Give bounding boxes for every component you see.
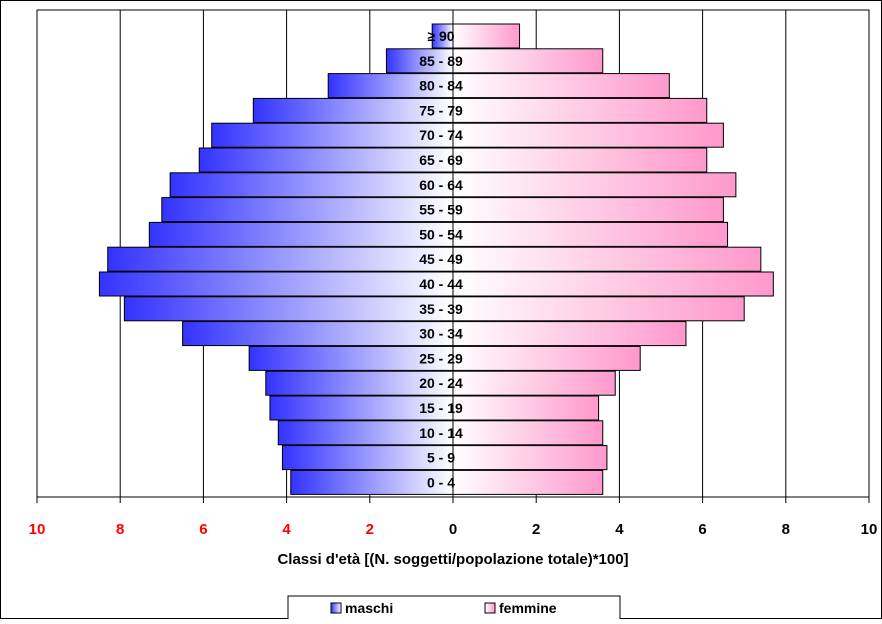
bar-maschi-5 (248, 345, 454, 371)
category-label-17: 85 - 89 (419, 53, 463, 69)
category-label-18: ≥ 90 (427, 28, 454, 44)
bar-femmine-6 (452, 321, 687, 347)
x-tick-label-3: 4 (282, 521, 291, 538)
bar-femmine-5 (452, 345, 641, 371)
bar-maschi-6 (182, 321, 454, 347)
bar-maschi-1 (281, 445, 454, 471)
x-tick-label-8: 6 (698, 521, 706, 538)
bar-maschi-15 (252, 97, 454, 123)
category-label-4: 20 - 24 (419, 375, 463, 391)
bar-femmine-10 (452, 221, 729, 247)
bar-maschi-13 (198, 147, 454, 173)
bar-maschi-12 (169, 172, 454, 198)
category-label-16: 80 - 84 (419, 78, 463, 94)
bar-maschi-10 (148, 221, 454, 247)
bar-maschi-9 (107, 246, 454, 272)
category-label-8: 40 - 44 (419, 276, 463, 292)
bar-femmine-3 (452, 395, 600, 421)
bar-femmine-18 (452, 23, 521, 49)
category-label-6: 30 - 34 (419, 326, 463, 342)
female-bars (452, 23, 774, 495)
category-label-10: 50 - 54 (419, 226, 463, 242)
x-tick-label-1: 8 (116, 521, 124, 538)
bar-femmine-1 (452, 445, 608, 471)
x-tick-label-7: 4 (615, 521, 624, 538)
x-axis (36, 496, 870, 503)
legend-swatch-femmine (484, 602, 496, 614)
category-label-3: 15 - 19 (419, 400, 463, 416)
legend-label-maschi: maschi (345, 600, 393, 616)
bar-femmine-16 (452, 73, 670, 99)
bar-maschi-8 (98, 271, 454, 297)
bar-femmine-13 (452, 147, 708, 173)
bar-maschi-16 (327, 73, 454, 99)
bar-maschi-11 (161, 197, 454, 223)
category-label-0: 0 - 4 (427, 474, 455, 490)
bar-femmine-15 (452, 97, 708, 123)
category-label-15: 75 - 79 (419, 102, 463, 118)
bar-femmine-17 (452, 48, 604, 74)
x-tick-labels: 10 8 6 4 2 0 2 4 6 8 10 (29, 521, 878, 538)
legend-swatch-maschi (330, 602, 342, 614)
category-label-9: 45 - 49 (419, 251, 463, 267)
category-label-1: 5 - 9 (427, 450, 455, 466)
bar-femmine-7 (452, 296, 745, 322)
category-label-2: 10 - 14 (419, 425, 463, 441)
bar-femmine-4 (452, 370, 616, 396)
bar-maschi-4 (265, 370, 454, 396)
male-bars (98, 23, 454, 495)
category-label-14: 70 - 74 (419, 127, 463, 143)
category-label-5: 25 - 29 (419, 350, 463, 366)
bar-maschi-2 (277, 420, 454, 446)
bar-maschi-0 (290, 469, 454, 495)
bar-maschi-7 (123, 296, 454, 322)
bar-maschi-3 (269, 395, 454, 421)
category-label-7: 35 - 39 (419, 301, 463, 317)
bar-femmine-12 (452, 172, 737, 198)
bar-femmine-0 (452, 469, 604, 495)
x-tick-label-5: 0 (449, 521, 457, 538)
x-tick-label-6: 2 (532, 521, 540, 538)
legend-label-femmine: femmine (499, 600, 557, 616)
x-tick-label-0: 10 (29, 521, 46, 538)
bar-femmine-9 (452, 246, 762, 272)
legend-box (287, 595, 621, 622)
legend: maschi femmine (287, 595, 621, 622)
bar-femmine-8 (452, 271, 774, 297)
category-label-13: 65 - 69 (419, 152, 463, 168)
x-tick-label-2: 6 (199, 521, 207, 538)
category-labels: 0 - 4 5 - 9 10 - 14 15 - 19 20 - 24 25 - 29 30… (419, 28, 463, 490)
x-tick-label-10: 10 (861, 521, 878, 538)
x-tick-label-9: 8 (782, 521, 790, 538)
x-tick-label-4: 2 (366, 521, 374, 538)
category-label-11: 55 - 59 (419, 202, 463, 218)
plot-area: 0 - 4 5 - 9 10 - 14 15 - 19 20 - 24 25 - 29 30… (36, 9, 870, 503)
bar-femmine-11 (452, 197, 724, 223)
bar-femmine-2 (452, 420, 604, 446)
bar-femmine-14 (452, 122, 724, 148)
x-axis-title: Classi d'età [(N. soggetti/popolazione t… (277, 551, 628, 568)
category-label-12: 60 - 64 (419, 177, 463, 193)
bar-maschi-14 (211, 122, 454, 148)
